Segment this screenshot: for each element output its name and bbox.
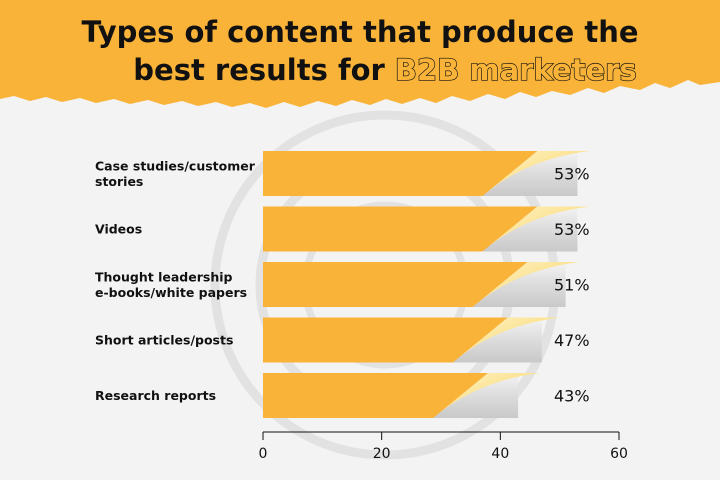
bar-chart: Case studies/customer stories 53% Videos 53%… xyxy=(95,151,628,462)
category-label: Research reports xyxy=(95,388,216,403)
title-line-2: best results for B2B marketers xyxy=(133,53,636,87)
bar xyxy=(263,262,528,307)
title-line-2-prefix: best results for xyxy=(133,53,395,87)
value-label: 53% xyxy=(554,220,590,239)
category-label-line: Short articles/posts xyxy=(95,333,233,348)
bar-curl xyxy=(433,373,541,418)
value-label: 43% xyxy=(554,387,590,406)
category-label: Thought leadership e-books/white papers xyxy=(95,269,247,300)
bar-curl xyxy=(472,262,580,307)
category-label: Videos xyxy=(95,222,142,237)
x-tick-label: 60 xyxy=(610,446,628,462)
bar-curl xyxy=(452,317,560,363)
title-line-1: Types of content that produce the xyxy=(81,15,638,49)
category-label-line: e-books/white papers xyxy=(95,285,247,300)
value-label: 53% xyxy=(554,165,590,184)
category-label-line: Research reports xyxy=(95,388,216,403)
bar xyxy=(263,151,538,196)
x-tick-label: 0 xyxy=(259,446,268,462)
category-label-line: Case studies/customer xyxy=(95,158,256,173)
category-label: Case studies/customer stories xyxy=(95,158,256,189)
category-label-line: stories xyxy=(95,174,143,189)
value-label: 47% xyxy=(554,331,590,350)
title-highlight: B2B marketers xyxy=(395,53,637,87)
x-tick-label: 20 xyxy=(373,446,391,462)
bar xyxy=(263,373,489,418)
bar-curl xyxy=(482,206,590,252)
category-label-line: Thought leadership xyxy=(95,269,232,284)
bar xyxy=(263,317,508,363)
x-tick-label: 40 xyxy=(491,446,509,462)
value-label: 51% xyxy=(554,276,590,295)
bar-curl xyxy=(482,151,590,196)
bar xyxy=(263,206,538,252)
header-banner xyxy=(0,0,720,108)
category-label: Short articles/posts xyxy=(95,333,233,348)
category-label-line: Videos xyxy=(95,222,142,237)
